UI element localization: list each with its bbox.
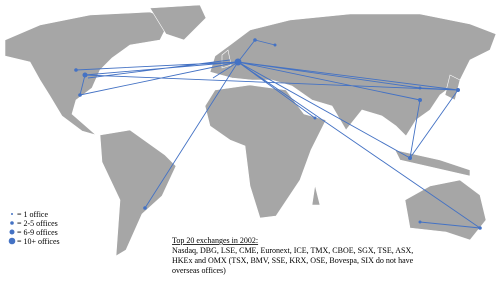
annotation-line: HKEx and OMX (TSX, BMV, SSE, KRX, OSE, B… [172, 256, 414, 265]
legend-label: = 10+ offices [17, 237, 60, 246]
legend-dot [8, 237, 16, 245]
office-dot [78, 93, 82, 97]
office-dot [456, 88, 460, 92]
eurasia [209, 13, 497, 137]
office-dot [234, 58, 242, 66]
africa [204, 84, 327, 219]
office-dot [313, 116, 317, 120]
madagascar [311, 184, 321, 206]
north-america [4, 11, 171, 136]
office-dot [418, 86, 422, 90]
australia [404, 179, 487, 241]
continents [4, 4, 497, 257]
office-dot [408, 156, 412, 160]
office-dot [273, 43, 277, 47]
indonesia [394, 149, 471, 177]
legend-dot [9, 229, 15, 235]
office-dot [74, 68, 78, 72]
legend-label: = 6-9 offices [17, 228, 58, 237]
office-dot [478, 226, 482, 230]
routes [75, 39, 481, 229]
office-dot [418, 98, 422, 102]
route [75, 39, 481, 229]
legend-label: = 1 office [17, 210, 48, 219]
offices [74, 38, 482, 230]
greenland [149, 4, 207, 41]
south-america [99, 129, 177, 257]
legend-label: = 2-5 offices [17, 219, 58, 228]
legend-dot [10, 221, 14, 225]
annotation: Top 20 exchanges in 2002: Nasdaq, DBG, L… [172, 236, 414, 275]
annotation-line: Nasdaq, DBG, LSE, CME, Euronext, ICE, TM… [172, 246, 413, 255]
office-dot [418, 220, 422, 224]
annotation-heading: Top 20 exchanges in 2002: [172, 236, 258, 245]
legend-dot [11, 213, 13, 215]
office-dot [143, 206, 147, 210]
annotation-line: overseas offices) [172, 266, 226, 275]
legend: = 1 office = 2-5 offices = 6-9 offices =… [8, 210, 60, 246]
office-dot [82, 72, 88, 78]
office-dot [253, 38, 257, 42]
